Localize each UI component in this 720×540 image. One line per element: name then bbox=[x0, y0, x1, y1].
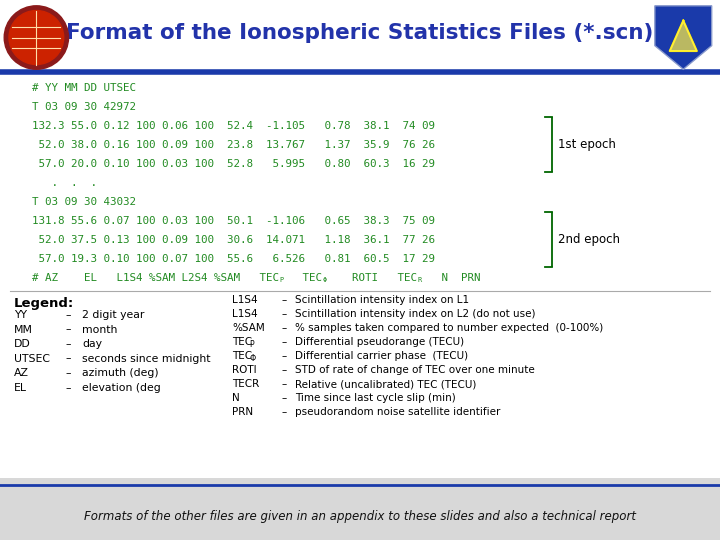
Text: P: P bbox=[279, 277, 283, 283]
Text: PRN: PRN bbox=[232, 407, 253, 417]
Text: –: – bbox=[282, 323, 287, 333]
Text: 52.0 38.0 0.16 100 0.09 100  23.8  13.767   1.37  35.9  76 26: 52.0 38.0 0.16 100 0.09 100 23.8 13.767 … bbox=[32, 139, 435, 150]
Text: ROTI: ROTI bbox=[232, 365, 256, 375]
Text: seconds since midnight: seconds since midnight bbox=[82, 354, 210, 363]
Text: pseudorandom noise satellite identifier: pseudorandom noise satellite identifier bbox=[295, 407, 500, 417]
Text: –: – bbox=[282, 337, 287, 347]
Text: YY: YY bbox=[14, 310, 27, 320]
Text: 52.0 37.5 0.13 100 0.09 100  30.6  14.071   1.18  36.1  77 26: 52.0 37.5 0.13 100 0.09 100 30.6 14.071 … bbox=[32, 235, 435, 245]
Text: N  PRN: N PRN bbox=[422, 273, 480, 283]
Text: TEC: TEC bbox=[283, 273, 323, 283]
Text: R: R bbox=[418, 277, 422, 283]
Text: T 03 09 30 42972: T 03 09 30 42972 bbox=[32, 102, 136, 112]
Polygon shape bbox=[670, 21, 697, 51]
Circle shape bbox=[9, 10, 63, 64]
Text: Time since last cycle slip (min): Time since last cycle slip (min) bbox=[295, 393, 456, 403]
Text: –: – bbox=[282, 365, 287, 375]
Text: L1S4: L1S4 bbox=[232, 309, 258, 319]
Text: –: – bbox=[65, 383, 71, 393]
Text: AZ: AZ bbox=[14, 368, 29, 378]
Text: Format of the Ionospheric Statistics Files (*.scn): Format of the Ionospheric Statistics Fil… bbox=[66, 23, 654, 43]
Text: P: P bbox=[249, 340, 254, 349]
Text: % samples taken compared to number expected  (0-100%): % samples taken compared to number expec… bbox=[295, 323, 603, 333]
Text: –: – bbox=[282, 295, 287, 305]
Text: month: month bbox=[82, 325, 117, 335]
Text: 2 digit year: 2 digit year bbox=[82, 310, 145, 320]
Text: Formats of the other files are given in an appendix to these slides and also a t: Formats of the other files are given in … bbox=[84, 510, 636, 523]
Text: –: – bbox=[282, 351, 287, 361]
Text: UTSEC: UTSEC bbox=[14, 354, 50, 363]
Text: elevation (deg: elevation (deg bbox=[82, 383, 161, 393]
Text: Scintillation intensity index on L1: Scintillation intensity index on L1 bbox=[295, 295, 469, 305]
Text: –: – bbox=[65, 325, 71, 335]
Text: Scintillation intensity index on L2 (do not use): Scintillation intensity index on L2 (do … bbox=[295, 309, 536, 319]
Text: –: – bbox=[65, 310, 71, 320]
Text: TEC: TEC bbox=[232, 337, 252, 347]
Text: N: N bbox=[232, 393, 240, 403]
Text: Differential carrier phase  (TECU): Differential carrier phase (TECU) bbox=[295, 351, 468, 361]
Text: –: – bbox=[65, 368, 71, 378]
Text: Φ: Φ bbox=[249, 354, 256, 362]
Text: Relative (uncalibrated) TEC (TECU): Relative (uncalibrated) TEC (TECU) bbox=[295, 379, 477, 389]
Text: 132.3 55.0 0.12 100 0.06 100  52.4  -1.105   0.78  38.1  74 09: 132.3 55.0 0.12 100 0.06 100 52.4 -1.105… bbox=[32, 120, 435, 131]
Text: %SAM: %SAM bbox=[232, 323, 265, 333]
Text: EL: EL bbox=[14, 383, 27, 393]
Text: –: – bbox=[282, 309, 287, 319]
Text: L1S4: L1S4 bbox=[232, 295, 258, 305]
Text: .  .  .: . . . bbox=[32, 178, 97, 187]
Text: 57.0 20.0 0.10 100 0.03 100  52.8   5.995   0.80  60.3  16 29: 57.0 20.0 0.10 100 0.03 100 52.8 5.995 0… bbox=[32, 159, 435, 168]
Text: ROTI   TEC: ROTI TEC bbox=[326, 273, 418, 283]
Text: day: day bbox=[82, 339, 102, 349]
Text: 1st epoch: 1st epoch bbox=[558, 138, 616, 151]
Text: –: – bbox=[282, 379, 287, 389]
Circle shape bbox=[4, 6, 68, 69]
Text: –: – bbox=[65, 339, 71, 349]
Text: Legend:: Legend: bbox=[14, 297, 74, 310]
Text: –: – bbox=[282, 407, 287, 417]
Text: STD of rate of change of TEC over one minute: STD of rate of change of TEC over one mi… bbox=[295, 365, 535, 375]
Text: 57.0 19.3 0.10 100 0.07 100  55.6   6.526   0.81  60.5  17 29: 57.0 19.3 0.10 100 0.07 100 55.6 6.526 0… bbox=[32, 254, 435, 264]
Text: 2nd epoch: 2nd epoch bbox=[558, 233, 620, 246]
Polygon shape bbox=[655, 6, 711, 69]
Text: –: – bbox=[282, 393, 287, 403]
Text: T 03 09 30 43032: T 03 09 30 43032 bbox=[32, 197, 136, 207]
Text: DD: DD bbox=[14, 339, 31, 349]
Text: TEC: TEC bbox=[232, 351, 252, 361]
Text: Φ: Φ bbox=[323, 277, 326, 283]
Text: 131.8 55.6 0.07 100 0.03 100  50.1  -1.106   0.65  38.3  75 09: 131.8 55.6 0.07 100 0.03 100 50.1 -1.106… bbox=[32, 215, 435, 226]
Text: # YY MM DD UTSEC: # YY MM DD UTSEC bbox=[32, 83, 136, 92]
Text: –: – bbox=[65, 354, 71, 363]
Text: # AZ    EL   L1S4 %SAM L2S4 %SAM   TEC: # AZ EL L1S4 %SAM L2S4 %SAM TEC bbox=[32, 273, 279, 283]
Text: TECR: TECR bbox=[232, 379, 259, 389]
Text: MM: MM bbox=[14, 325, 33, 335]
Text: azimuth (deg): azimuth (deg) bbox=[82, 368, 158, 378]
Text: Differential pseudorange (TECU): Differential pseudorange (TECU) bbox=[295, 337, 464, 347]
